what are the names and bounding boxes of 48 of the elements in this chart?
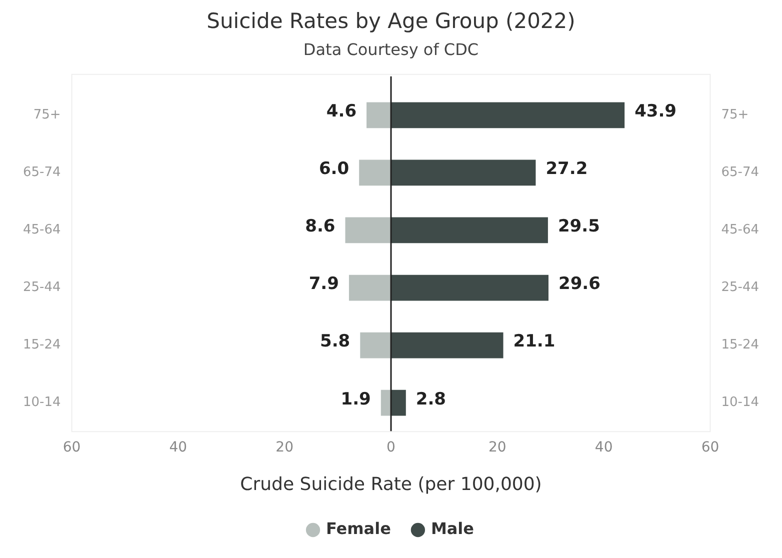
- bar: [366, 102, 391, 128]
- data-label: 7.9: [308, 274, 339, 294]
- legend-label: Male: [430, 519, 474, 538]
- data-label: 4.6: [326, 102, 357, 122]
- bar: [391, 160, 536, 186]
- category-label: 65-74: [721, 165, 760, 180]
- bar: [391, 274, 548, 301]
- data-label: 5.8: [320, 332, 350, 352]
- y-tick-label: 45-64: [22, 222, 61, 238]
- data-label: 43.9: [634, 102, 677, 122]
- x-tick-label: 20: [488, 440, 506, 456]
- x-axis-title: Crude Suicide Rate (per 100,000): [240, 474, 542, 495]
- data-label: 29.5: [558, 216, 600, 237]
- category-label: 25-44: [721, 280, 760, 296]
- y-tick-label: 65-74: [22, 165, 61, 180]
- data-label: 6.0: [318, 159, 350, 180]
- bar: [345, 217, 391, 244]
- category-label: 10-14: [721, 395, 760, 410]
- data-label: 8.6: [305, 216, 336, 237]
- y-tick-label: 15-24: [22, 338, 61, 353]
- bar: [359, 160, 391, 186]
- x-tick-label: 20: [276, 440, 294, 456]
- bar: [380, 390, 391, 416]
- x-tick-label: 60: [62, 440, 81, 456]
- data-label: 21.1: [513, 332, 556, 352]
- category-label: 15-24: [721, 338, 760, 353]
- data-label: 2.8: [416, 389, 446, 410]
- category-label: 75+: [721, 108, 749, 123]
- y-tick-label: 25-44: [22, 280, 61, 296]
- bar: [391, 332, 504, 358]
- bar: [391, 390, 406, 416]
- category-label: 45-64: [721, 222, 760, 238]
- data-label: 29.6: [558, 274, 600, 294]
- legend-label: Female: [326, 519, 392, 538]
- x-tick-label: 40: [169, 440, 188, 456]
- y-tick-label: 75+: [33, 108, 61, 123]
- bar: [360, 332, 391, 358]
- x-tick-label: 60: [701, 440, 720, 456]
- x-tick-label: 40: [594, 440, 613, 456]
- x-tick-label: 0: [386, 440, 396, 456]
- bar: [348, 274, 391, 301]
- bar: [391, 102, 625, 128]
- y-tick-label: 10-14: [22, 395, 61, 410]
- chart-title: Suicide Rates by Age Group (2022): [206, 9, 576, 34]
- chart-subtitle: Data Courtesy of CDC: [303, 40, 479, 59]
- bar: [391, 217, 548, 244]
- data-label: 1.9: [340, 389, 371, 410]
- data-label: 27.2: [546, 159, 588, 180]
